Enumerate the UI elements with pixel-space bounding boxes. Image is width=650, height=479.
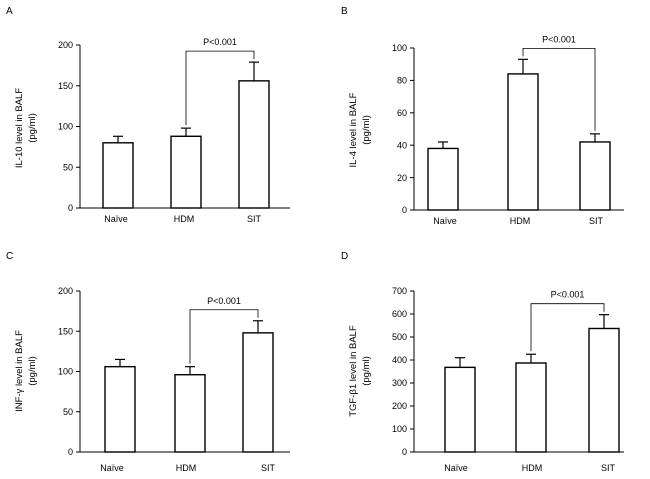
bar-d-2 — [515, 362, 547, 453]
y-axis-title-a-1: IL-10 level in BALF — [14, 88, 25, 168]
category-label-c-1: Naïve — [100, 463, 124, 473]
y-tick-label-b-0: 0 — [402, 205, 407, 215]
y-axis-title-d-2: (pg/ml) — [361, 356, 372, 386]
y-axis-title-c-1: INF-γ level in BALF — [14, 330, 25, 412]
bar-a-3 — [238, 80, 270, 209]
y-axis-title-d-1: TGF-β1 level in BALF — [348, 325, 359, 417]
y-tick-label-c-200: 200 — [58, 286, 73, 296]
y-axis-title-b-2: (pg/ml) — [361, 115, 372, 145]
y-tick-label-a-100: 100 — [58, 122, 73, 132]
chart-panel-d: D 0 100 200 300 400 500 600 700 TGF-β1 level in B… — [341, 251, 624, 473]
y-tick-label-c-150: 150 — [58, 326, 73, 336]
significance-bracket-b — [522, 47, 596, 131]
y-tick-label-b-40: 40 — [397, 140, 407, 150]
chart-panel-a: A 0 50 100 150 200 IL-10 level in BALF (pg/ml) N… — [6, 6, 290, 224]
panel-label-a: A — [6, 6, 13, 17]
y-tick-label-a-0: 0 — [68, 203, 73, 213]
y-axis-title-a-2: (pg/ml) — [27, 113, 38, 143]
category-label-a-3: SIT — [247, 214, 262, 224]
bar-c-1 — [104, 365, 136, 453]
bar-c-3 — [242, 332, 274, 453]
bar-a-1 — [102, 142, 134, 209]
y-tick-label-d-100: 100 — [392, 424, 407, 434]
y-tick-label-b-100: 100 — [392, 43, 407, 53]
y-tick-label-a-50: 50 — [63, 162, 73, 172]
y-tick-label-a-200: 200 — [58, 40, 73, 50]
y-tick-label-d-400: 400 — [392, 355, 407, 365]
bar-d-1 — [444, 366, 476, 453]
significance-bracket-d — [530, 303, 605, 352]
chart-panel-c: C 0 50 100 150 200 INF-γ level in BALF (pg/ml) N… — [6, 251, 290, 473]
category-label-a-2: HDM — [174, 214, 195, 224]
category-label-b-2: HDM — [510, 216, 531, 226]
panel-label-b: B — [341, 6, 348, 17]
bar-b-2 — [507, 73, 539, 211]
y-tick-label-b-60: 60 — [397, 108, 407, 118]
significance-label-a: P<0.001 — [203, 37, 237, 47]
y-tick-label-c-0: 0 — [68, 447, 73, 457]
y-tick-label-c-50: 50 — [63, 407, 73, 417]
bar-c-2 — [174, 374, 206, 453]
significance-label-c: P<0.001 — [207, 296, 241, 306]
y-axis-title-c-2: (pg/ml) — [27, 356, 38, 386]
significance-label-b: P<0.001 — [542, 34, 576, 44]
y-tick-label-d-300: 300 — [392, 378, 407, 388]
bar-a-2 — [170, 135, 202, 209]
category-label-c-2: HDM — [176, 463, 197, 473]
y-tick-label-d-0: 0 — [402, 447, 407, 457]
significance-bracket-a — [185, 50, 255, 126]
y-axis-title-b-1: IL-4 level in BALF — [348, 92, 359, 167]
significance-bracket-c — [189, 309, 259, 364]
y-tick-label-d-600: 600 — [392, 309, 407, 319]
significance-label-d: P<0.001 — [551, 290, 585, 300]
chart-panel-b: B 0 20 40 60 80 100 IL-4 level in BALF (pg/ml) Na… — [341, 6, 624, 226]
category-label-b-3: SIT — [589, 216, 604, 226]
bar-b-1 — [427, 147, 459, 211]
panel-label-c: C — [6, 251, 13, 262]
category-label-c-3: SIT — [261, 463, 276, 473]
y-tick-label-d-200: 200 — [392, 401, 407, 411]
bar-d-3 — [588, 327, 620, 453]
y-tick-label-d-700: 700 — [392, 286, 407, 296]
y-tick-label-b-80: 80 — [397, 76, 407, 86]
category-label-b-1: Naïve — [433, 216, 457, 226]
y-tick-label-a-150: 150 — [58, 81, 73, 91]
category-label-d-3: SIT — [601, 463, 616, 473]
bar-b-3 — [579, 141, 611, 211]
panel-label-d: D — [341, 251, 348, 262]
y-tick-label-b-20: 20 — [397, 173, 407, 183]
category-label-d-2: HDM — [522, 463, 543, 473]
category-label-a-1: Naïve — [104, 214, 128, 224]
category-label-d-1: Naïve — [444, 463, 468, 473]
y-tick-label-c-100: 100 — [58, 367, 73, 377]
y-tick-label-d-500: 500 — [392, 332, 407, 342]
